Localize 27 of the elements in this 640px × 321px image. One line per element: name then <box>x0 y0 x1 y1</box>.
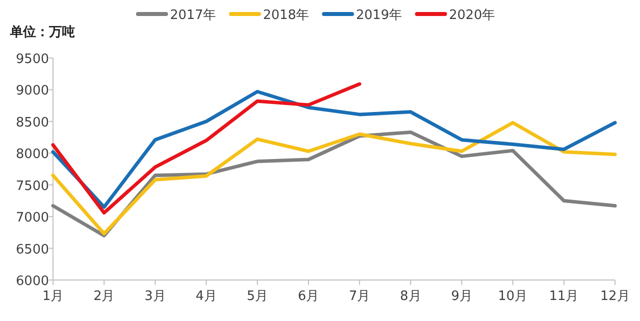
x-tick-label: 3月 <box>144 289 166 304</box>
legend-label: 2019年 <box>356 8 402 23</box>
y-tick-label: 7000 <box>16 210 49 226</box>
y-tick-label: 8000 <box>16 147 49 162</box>
legend-label: 2018年 <box>263 8 310 23</box>
line-series <box>51 82 362 215</box>
x-tick-label: 6月 <box>298 289 320 304</box>
y-tick-label: 6000 <box>16 274 49 289</box>
x-tick-label: 11月 <box>549 289 579 304</box>
x-tick-label: 1月 <box>42 289 64 304</box>
line-series <box>51 90 617 209</box>
x-tick-label: 10月 <box>498 289 528 304</box>
y-tick-label: 6500 <box>16 242 49 258</box>
y-tick-label: 9500 <box>16 52 49 67</box>
y-tick-label: 8500 <box>16 115 49 130</box>
legend-label: 2020年 <box>449 8 496 23</box>
x-tick-label: 9月 <box>451 289 472 304</box>
x-tick-label: 12月 <box>600 289 630 304</box>
legend-label: 2017年 <box>170 8 216 23</box>
x-tick-label: 8月 <box>400 289 422 304</box>
x-tick-label: 2月 <box>93 289 115 304</box>
y-axis-title: 单位：万吨 <box>9 24 75 40</box>
x-tick-label: 5月 <box>246 289 268 304</box>
x-tick-label: 4月 <box>196 289 217 304</box>
y-tick-label: 9000 <box>16 84 49 99</box>
x-tick-label: 7月 <box>348 289 370 304</box>
y-tick-label: 7500 <box>16 178 49 194</box>
